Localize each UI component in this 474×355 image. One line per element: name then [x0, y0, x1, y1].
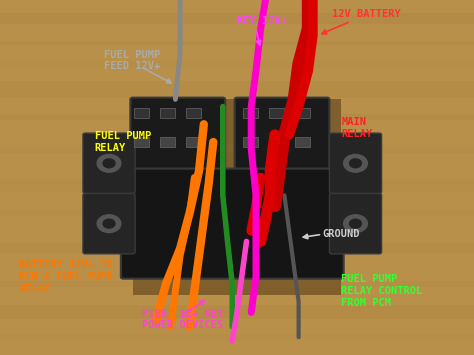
- Circle shape: [97, 215, 121, 233]
- Text: PINK  12+ KEY
POWER DEVICES: PINK 12+ KEY POWER DEVICES: [142, 309, 223, 330]
- Bar: [269, 108, 284, 118]
- Bar: [269, 137, 284, 147]
- FancyBboxPatch shape: [83, 193, 135, 254]
- Bar: [186, 137, 201, 147]
- Bar: [133, 99, 341, 295]
- Bar: [295, 108, 310, 118]
- Circle shape: [349, 219, 361, 228]
- Bar: [186, 108, 201, 118]
- Text: BATTERY 12V+ TO
PCM & FUEL PUMP
RELAY: BATTERY 12V+ TO PCM & FUEL PUMP RELAY: [19, 260, 113, 294]
- Circle shape: [344, 154, 367, 172]
- Bar: [134, 108, 149, 118]
- FancyBboxPatch shape: [329, 133, 382, 193]
- Bar: [134, 137, 149, 147]
- Text: GROUND: GROUND: [322, 229, 360, 239]
- Bar: [243, 137, 258, 147]
- Circle shape: [97, 154, 121, 172]
- Circle shape: [103, 159, 115, 168]
- Bar: [160, 137, 175, 147]
- Circle shape: [344, 215, 367, 233]
- Text: KEY 12V+: KEY 12V+: [237, 16, 287, 26]
- FancyBboxPatch shape: [235, 98, 329, 179]
- Circle shape: [103, 219, 115, 228]
- Text: FUEL PUMP
RELAY CONTROL
FROM PCM: FUEL PUMP RELAY CONTROL FROM PCM: [341, 274, 422, 308]
- Text: MAIN
RELAY: MAIN RELAY: [341, 117, 373, 138]
- FancyBboxPatch shape: [130, 98, 225, 179]
- Text: 12V BATTERY: 12V BATTERY: [332, 9, 401, 19]
- FancyBboxPatch shape: [329, 193, 382, 254]
- Circle shape: [349, 159, 361, 168]
- Bar: [243, 108, 258, 118]
- Text: FUEL PUMP
FEED 12V+: FUEL PUMP FEED 12V+: [104, 50, 161, 71]
- FancyBboxPatch shape: [83, 133, 135, 193]
- Bar: [160, 108, 175, 118]
- FancyBboxPatch shape: [121, 169, 344, 279]
- Text: FUEL PUMP
RELAY: FUEL PUMP RELAY: [95, 131, 151, 153]
- Bar: [295, 137, 310, 147]
